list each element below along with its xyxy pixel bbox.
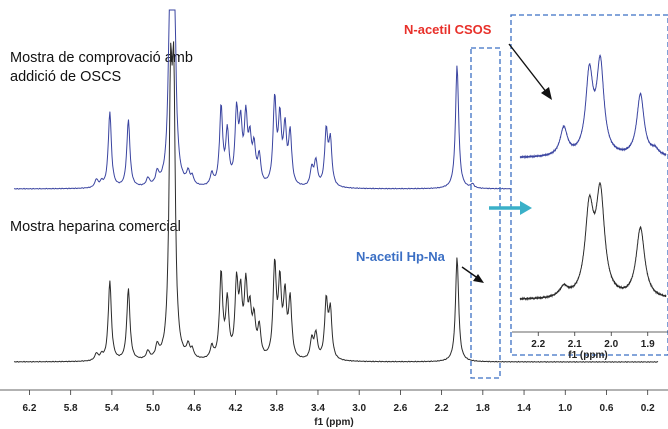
series-label-bottom: Mostra heparina comercial bbox=[10, 219, 181, 235]
inset-spectrum-bottom bbox=[519, 182, 667, 302]
x-tick-label: 0.6 bbox=[600, 403, 614, 414]
inset-tick-label: 2.0 bbox=[604, 339, 618, 350]
inset-tick-label: 2.1 bbox=[568, 339, 582, 350]
peak-highlight-box bbox=[470, 47, 501, 379]
x-tick-label: 0.2 bbox=[641, 403, 655, 414]
x-tick-label: 1.4 bbox=[517, 403, 531, 414]
annotation-csos-arrow bbox=[508, 43, 548, 94]
x-tick-label: 2.6 bbox=[393, 403, 407, 414]
series-label-top-line1: Mostra de comprovació amb bbox=[10, 50, 193, 66]
x-tick-label: 5.4 bbox=[105, 403, 119, 414]
inset-tick-label: 1.9 bbox=[641, 339, 655, 350]
x-tick-label: 1.8 bbox=[476, 403, 490, 414]
annotation-n-acetil-csos: N-acetil CSOS bbox=[404, 22, 492, 37]
x-tick-label: 3.4 bbox=[311, 403, 325, 414]
inset-x-ticks: 2.2 2.1 2.0 1.9 bbox=[531, 332, 655, 350]
x-tick-label: 3.0 bbox=[352, 403, 366, 414]
x-ticks: 6.2 5.8 5.4 5.0 4.6 4.2 3.8 3.4 3.0 2.6 2.2 1.8 1.4 1… bbox=[23, 390, 655, 414]
x-tick-label: 3.8 bbox=[270, 403, 284, 414]
x-axis-label: f1 (ppm) bbox=[314, 417, 353, 428]
inset-panel bbox=[510, 14, 668, 356]
x-tick-label: 6.2 bbox=[23, 403, 37, 414]
spectrum-line-bottom bbox=[13, 41, 659, 363]
x-tick-label: 5.8 bbox=[64, 403, 78, 414]
x-tick-label: 2.2 bbox=[435, 403, 449, 414]
inset-spectrum-top bbox=[519, 54, 667, 160]
x-tick-label: 4.2 bbox=[229, 403, 243, 414]
annotation-hp-na-arrowhead bbox=[473, 274, 484, 283]
inset-tick-label: 2.2 bbox=[531, 339, 545, 350]
series-label-top-line2: addició de OSCS bbox=[10, 69, 121, 85]
annotation-n-acetil-hp-na: N-acetil Hp-Na bbox=[356, 249, 446, 264]
x-tick-label: 5.0 bbox=[146, 403, 160, 414]
x-tick-label: 1.0 bbox=[558, 403, 572, 414]
annotation-csos-arrowhead bbox=[541, 87, 552, 100]
x-tick-label: 4.6 bbox=[187, 403, 201, 414]
inset-x-axis-label: f1 (ppm) bbox=[568, 350, 607, 361]
zoom-arrow-head bbox=[520, 201, 532, 215]
